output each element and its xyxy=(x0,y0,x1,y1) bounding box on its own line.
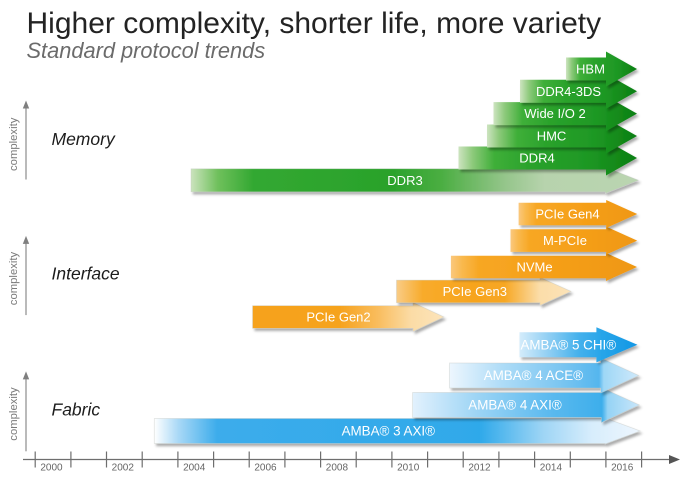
svg-text:HBM: HBM xyxy=(576,62,605,77)
svg-text:Wide I/O 2: Wide I/O 2 xyxy=(524,106,585,121)
svg-text:complexity: complexity xyxy=(8,117,20,171)
svg-text:DDR3: DDR3 xyxy=(387,173,422,188)
svg-text:2016: 2016 xyxy=(611,463,634,474)
svg-text:DDR4-3DS: DDR4-3DS xyxy=(536,84,601,99)
svg-text:AMBA® 3 AXI®: AMBA® 3 AXI® xyxy=(342,424,436,439)
svg-text:AMBA® 4 ACE®: AMBA® 4 ACE® xyxy=(484,368,583,383)
svg-text:2010: 2010 xyxy=(397,463,420,474)
svg-text:M-PCIe: M-PCIe xyxy=(543,233,587,248)
svg-text:Fabric: Fabric xyxy=(52,400,101,420)
svg-text:2012: 2012 xyxy=(468,463,491,474)
svg-text:Interface: Interface xyxy=(52,264,120,284)
svg-text:2008: 2008 xyxy=(326,463,349,474)
svg-text:Memory: Memory xyxy=(52,129,116,149)
svg-text:PCIe Gen4: PCIe Gen4 xyxy=(535,207,599,222)
svg-text:2004: 2004 xyxy=(183,463,206,474)
svg-text:PCIe Gen2: PCIe Gen2 xyxy=(306,310,370,325)
svg-text:AMBA® 4 AXI®: AMBA® 4 AXI® xyxy=(468,398,562,413)
svg-text:PCIe Gen3: PCIe Gen3 xyxy=(443,284,507,299)
svg-text:HMC: HMC xyxy=(537,129,567,144)
svg-text:complexity: complexity xyxy=(8,251,20,305)
svg-text:complexity: complexity xyxy=(8,387,20,441)
svg-text:2002: 2002 xyxy=(112,463,135,474)
svg-text:DDR4: DDR4 xyxy=(519,151,554,166)
svg-text:2000: 2000 xyxy=(40,463,63,474)
svg-text:2014: 2014 xyxy=(540,463,563,474)
svg-text:AMBA® 5 CHI®: AMBA® 5 CHI® xyxy=(520,337,616,352)
svg-text:NVMe: NVMe xyxy=(516,260,552,275)
svg-text:2006: 2006 xyxy=(254,463,277,474)
